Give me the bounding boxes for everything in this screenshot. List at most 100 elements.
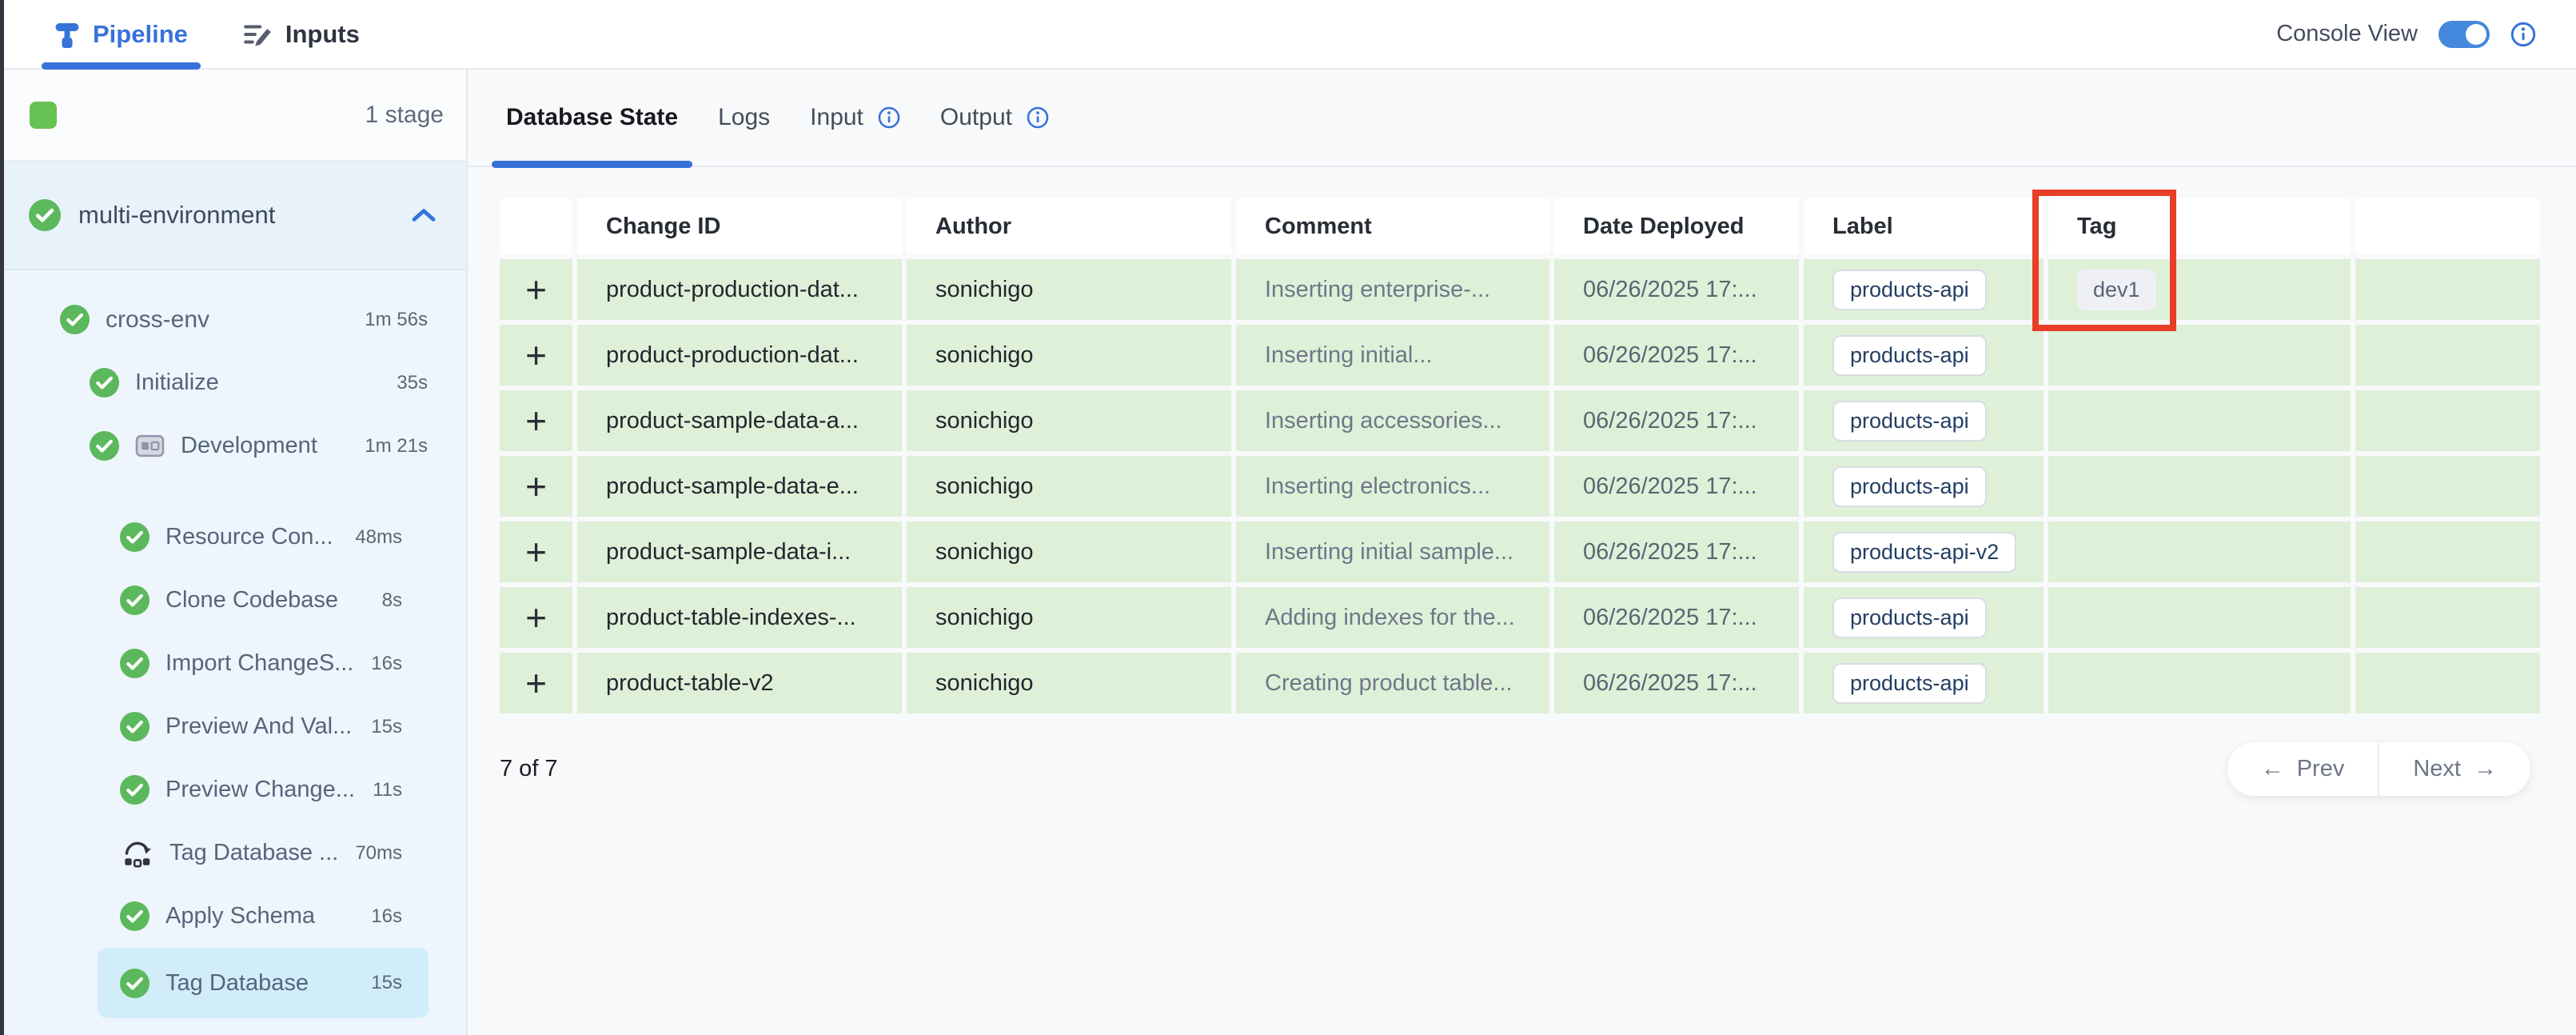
tab-output-label: Output <box>939 104 1012 130</box>
column-header-comment: Comment <box>1236 198 1549 254</box>
cell-label: products-api-v2 <box>1804 521 2044 582</box>
tree-item[interactable]: Preview Change... 11s <box>120 758 402 821</box>
execution-detail-panel: Database State Logs Input Output <box>468 70 2576 1035</box>
row-expander[interactable]: + <box>500 456 572 517</box>
step-duration: 70ms <box>355 841 402 864</box>
check-circle-icon <box>120 901 150 931</box>
tree-item[interactable]: Apply Schema 16s <box>120 885 402 948</box>
cell-label: products-api <box>1804 587 2044 648</box>
tab-output[interactable]: Output <box>926 70 1063 166</box>
cell-author: sonichigo <box>907 587 1231 648</box>
chevron-up-icon[interactable] <box>411 207 437 223</box>
cell-spacer <box>2355 325 2540 386</box>
info-icon[interactable] <box>2510 22 2536 47</box>
cell-comment: Inserting enterprise-... <box>1236 259 1549 320</box>
console-view-label: Console View <box>2276 21 2418 46</box>
window-edge <box>0 0 4 1035</box>
row-expander[interactable]: + <box>500 325 572 386</box>
stage-status-chip[interactable] <box>30 101 57 129</box>
info-icon[interactable] <box>878 106 900 129</box>
tab-input[interactable]: Input <box>796 70 915 166</box>
pagination: ← Prev Next → <box>2227 742 2530 796</box>
cell-date-deployed: 06/26/2025 17:... <box>1554 521 1799 582</box>
tab-logs[interactable]: Logs <box>704 70 784 166</box>
check-circle-icon <box>120 968 150 998</box>
pipeline-node[interactable]: multi-environment <box>0 162 466 270</box>
tree-item[interactable]: Development 1m 21s <box>90 414 428 478</box>
cell-label: products-api <box>1804 325 2044 386</box>
cell-label: products-api <box>1804 653 2044 713</box>
check-circle-icon <box>120 522 150 552</box>
step-duration: 8s <box>381 589 402 611</box>
cell-spacer <box>2355 653 2540 713</box>
cell-spacer <box>2355 259 2540 320</box>
row-expander[interactable]: + <box>500 390 572 451</box>
tree-item-label: Apply Schema <box>165 903 315 929</box>
check-circle-icon <box>60 305 90 334</box>
tab-logs-label: Logs <box>718 104 771 130</box>
stage-card-icon <box>135 434 165 458</box>
info-icon[interactable] <box>1027 106 1049 129</box>
tab-pipeline[interactable]: Pipeline <box>42 0 201 70</box>
cell-author: sonichigo <box>907 390 1231 451</box>
label-badge: products-api <box>1832 466 1987 507</box>
tree-item-label: Tag Database ... <box>169 840 339 865</box>
tree-item[interactable]: Preview And Val... 15s <box>120 695 402 758</box>
cell-comment: Inserting initial... <box>1236 325 1549 386</box>
app-body: 1 stage multi-environment cross-env 1m 5… <box>0 70 2576 1035</box>
row-expander[interactable]: + <box>500 521 572 582</box>
tree-item-label: Clone Codebase <box>165 587 339 613</box>
step-duration: 11s <box>373 778 402 801</box>
cell-tag <box>2048 390 2351 451</box>
cell-date-deployed: 06/26/2025 17:... <box>1554 259 1799 320</box>
cell-tag: dev1 <box>2048 259 2351 320</box>
tab-inputs[interactable]: Inputs <box>229 0 373 68</box>
label-badge: products-api <box>1832 334 1987 376</box>
cell-author: sonichigo <box>907 259 1231 320</box>
cell-change-id: product-table-indexes-... <box>577 587 902 648</box>
check-circle-icon <box>120 649 150 678</box>
console-view-control: Console View <box>2276 0 2536 68</box>
tree-item[interactable]: Resource Con... 48ms <box>120 506 402 569</box>
cell-date-deployed: 06/26/2025 17:... <box>1554 587 1799 648</box>
step-duration: 1m 21s <box>365 434 428 457</box>
cell-comment: Inserting electronics... <box>1236 456 1549 517</box>
cell-author: sonichigo <box>907 521 1231 582</box>
prev-button[interactable]: ← Prev <box>2227 742 2380 796</box>
tree-item[interactable]: Tag Database 15s <box>98 948 429 1018</box>
column-header-spacer <box>2355 198 2540 254</box>
next-button[interactable]: Next → <box>2379 742 2530 796</box>
tree-item[interactable]: Tag Database ... 70ms <box>120 821 402 885</box>
tree-item[interactable]: cross-env 1m 56s <box>60 288 428 351</box>
cell-author: sonichigo <box>907 456 1231 517</box>
tree-item[interactable]: Import ChangeS... 16s <box>120 632 402 695</box>
console-view-toggle[interactable] <box>2438 20 2490 48</box>
cell-change-id: product-production-dat... <box>577 325 902 386</box>
check-circle-icon <box>90 431 119 461</box>
row-expander[interactable]: + <box>500 587 572 648</box>
toggle-knob <box>2466 23 2486 45</box>
cell-label: products-api <box>1804 259 2044 320</box>
step-duration: 1m 56s <box>365 308 428 330</box>
check-circle-icon <box>120 712 150 741</box>
tag-badge: dev1 <box>2077 269 2156 310</box>
row-expander[interactable]: + <box>500 653 572 713</box>
cell-change-id: product-sample-data-a... <box>577 390 902 451</box>
cell-spacer <box>2355 456 2540 517</box>
cell-comment: Creating product table... <box>1236 653 1549 713</box>
tree-item-label: Preview Change... <box>165 777 355 802</box>
cell-comment: Adding indexes for the... <box>1236 587 1549 648</box>
tree-item[interactable]: Clone Codebase 8s <box>120 569 402 632</box>
cell-tag <box>2048 653 2351 713</box>
step-duration: 15s <box>371 972 402 993</box>
database-state-table: Change ID Author Comment Date Deployed Label… <box>500 198 2540 713</box>
step-duration: 16s <box>371 652 402 674</box>
tree-item-label: Preview And Val... <box>165 713 353 739</box>
cell-comment: Inserting initial sample... <box>1236 521 1549 582</box>
pipeline-name: multi-environment <box>78 201 276 229</box>
tab-database-state[interactable]: Database State <box>492 70 693 168</box>
check-circle-icon <box>29 199 61 231</box>
cell-tag <box>2048 325 2351 386</box>
tree-item[interactable]: Initialize 35s <box>90 351 428 414</box>
row-expander[interactable]: + <box>500 259 572 320</box>
